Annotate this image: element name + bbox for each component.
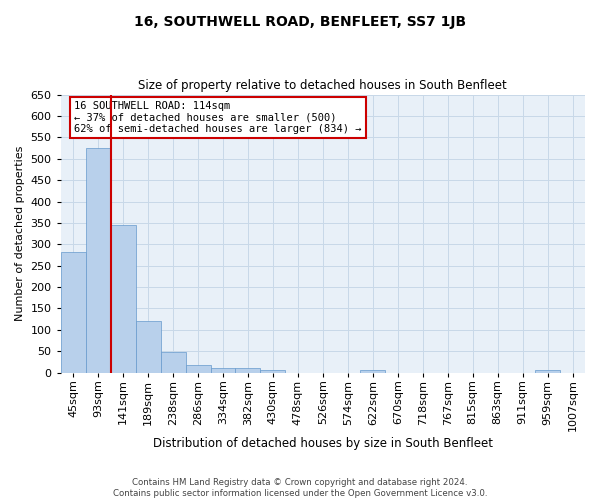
Bar xyxy=(211,368,235,372)
Text: Contains HM Land Registry data © Crown copyright and database right 2024.
Contai: Contains HM Land Registry data © Crown c… xyxy=(113,478,487,498)
Bar xyxy=(161,352,185,372)
Bar xyxy=(535,370,560,372)
Text: 16, SOUTHWELL ROAD, BENFLEET, SS7 1JB: 16, SOUTHWELL ROAD, BENFLEET, SS7 1JB xyxy=(134,15,466,29)
Title: Size of property relative to detached houses in South Benfleet: Size of property relative to detached ho… xyxy=(139,79,507,92)
Bar xyxy=(86,148,110,372)
X-axis label: Distribution of detached houses by size in South Benfleet: Distribution of detached houses by size … xyxy=(153,437,493,450)
Bar xyxy=(235,368,260,372)
Bar xyxy=(260,370,286,372)
Bar xyxy=(61,252,86,372)
Y-axis label: Number of detached properties: Number of detached properties xyxy=(15,146,25,322)
Bar xyxy=(136,322,161,372)
Text: 16 SOUTHWELL ROAD: 114sqm
← 37% of detached houses are smaller (500)
62% of semi: 16 SOUTHWELL ROAD: 114sqm ← 37% of detac… xyxy=(74,101,362,134)
Bar xyxy=(361,370,385,372)
Bar xyxy=(185,366,211,372)
Bar xyxy=(110,225,136,372)
